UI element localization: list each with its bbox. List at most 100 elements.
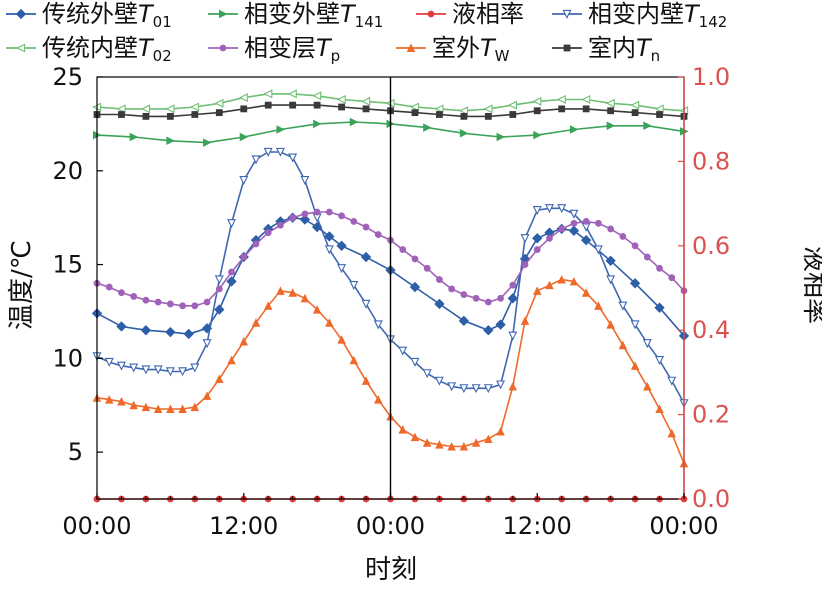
data-point: [130, 293, 138, 300]
data-point: [607, 225, 615, 233]
data-point: [582, 105, 590, 113]
data-point: [214, 98, 224, 108]
data-point: [239, 132, 249, 142]
data-point: [141, 402, 151, 412]
legend-item-4: 相变内壁T142: [552, 0, 727, 31]
y-tick-label: 5: [68, 438, 83, 466]
data-point: [556, 95, 566, 104]
data-point: [183, 328, 194, 340]
data-point: [544, 204, 554, 214]
data-point: [154, 298, 162, 306]
data-point: [299, 214, 311, 225]
data-point: [336, 240, 347, 251]
data-point: [495, 319, 506, 330]
legend-label: 相变内壁T142: [588, 0, 727, 31]
data-point: [239, 176, 249, 185]
data-point: [362, 105, 370, 113]
data-point: [362, 223, 370, 231]
data-point: [141, 365, 151, 375]
y2-tick-label: 0.4: [692, 316, 730, 344]
data-point: [422, 438, 432, 447]
data-point: [434, 104, 444, 114]
data-point: [569, 125, 579, 134]
data-point: [116, 361, 126, 371]
data-point: [570, 219, 578, 227]
data-point: [496, 132, 506, 142]
series-4: [92, 147, 689, 409]
data-point: [215, 374, 224, 383]
data-point: [313, 119, 322, 129]
data-point: [190, 363, 200, 373]
data-point: [153, 365, 163, 375]
data-point: [324, 231, 335, 242]
data-point: [631, 109, 639, 117]
data-point: [656, 111, 663, 118]
data-point: [227, 219, 237, 229]
data-point: [520, 234, 530, 244]
data-point: [605, 98, 615, 108]
data-point: [202, 391, 212, 400]
data-point: [361, 376, 371, 385]
data-point: [557, 275, 566, 284]
data-point: [630, 320, 640, 330]
data-point: [618, 340, 628, 350]
data-point: [581, 95, 591, 104]
data-point: [557, 204, 567, 214]
data-point: [179, 302, 187, 310]
data-point: [654, 302, 665, 313]
data-point: [398, 425, 407, 434]
data-point: [227, 355, 236, 365]
legend-item-2: 相变外壁T141: [208, 0, 383, 31]
data-point: [228, 268, 235, 276]
data-point: [338, 103, 345, 111]
data-point: [594, 301, 603, 310]
data-point: [508, 331, 518, 341]
data-point: [411, 255, 419, 263]
data-point: [374, 231, 382, 238]
data-point: [471, 438, 481, 447]
data-point: [178, 367, 188, 377]
data-point: [142, 296, 150, 304]
legend-label: 相变外壁T141: [244, 0, 383, 31]
y2-tick-label: 0.0: [692, 485, 730, 513]
data-point-legend: [406, 43, 416, 52]
data-point: [166, 404, 175, 413]
data-point: [533, 130, 542, 140]
legend-label: 室外TW: [432, 34, 510, 65]
data-point: [288, 288, 297, 297]
data-point: [558, 225, 566, 233]
data-point: [264, 229, 272, 237]
data-point: [606, 275, 616, 285]
data-point: [165, 367, 175, 377]
data-point: [581, 288, 591, 297]
data-point: [422, 369, 432, 379]
data-point: [240, 253, 248, 261]
y-axis-title: 温度/℃: [7, 240, 37, 330]
data-point: [277, 221, 284, 229]
data-point: [325, 318, 334, 327]
legend-item-3: 液相率: [416, 0, 524, 28]
data-point-legend: [427, 10, 435, 18]
data-point: [581, 235, 592, 246]
data-point: [594, 219, 602, 227]
data-point: [435, 440, 444, 449]
data-point: [569, 276, 579, 286]
data-point: [325, 208, 333, 216]
data-point: [569, 209, 579, 219]
data-point: [532, 206, 542, 215]
data-point: [129, 400, 138, 410]
data-point: [436, 276, 443, 283]
data-point: [349, 281, 359, 291]
data-point: [263, 301, 273, 310]
data-point: [252, 240, 260, 248]
data-point: [434, 376, 444, 386]
data-point: [521, 261, 529, 268]
y2-tick-label: 0.8: [692, 147, 730, 175]
data-point: [312, 305, 322, 314]
data-point: [458, 315, 470, 326]
data-point: [203, 138, 212, 147]
data-point: [116, 321, 127, 332]
data-point-legend: [219, 44, 227, 52]
data-point: [667, 428, 677, 438]
